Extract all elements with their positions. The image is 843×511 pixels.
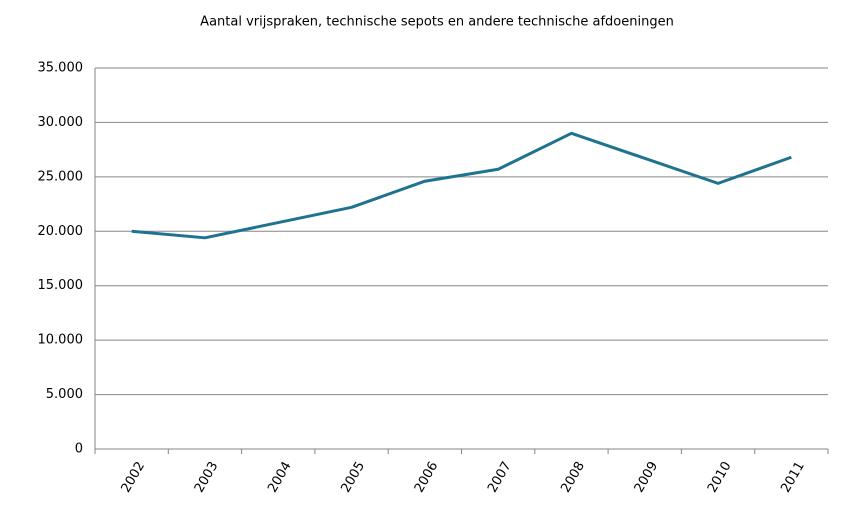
x-tick-label: 2008 [558, 459, 588, 495]
y-tick-label: 25.000 [38, 169, 84, 184]
y-tick-label: 30.000 [38, 115, 84, 130]
x-tick-label: 2007 [485, 459, 515, 495]
chart-title: Aantal vrijspraken, technische sepots en… [200, 15, 674, 30]
y-tick-label: 15.000 [38, 278, 84, 293]
x-tick-label: 2003 [192, 459, 222, 495]
y-tick-label: 5.000 [46, 387, 83, 402]
x-tick-label: 2002 [119, 459, 149, 495]
x-tick-label: 2009 [632, 459, 662, 495]
x-tick-label: 2005 [339, 459, 369, 495]
y-tick-label: 10.000 [38, 333, 84, 348]
x-tick-label: 2011 [778, 459, 808, 495]
line [131, 131, 792, 240]
y-tick-label: 35.000 [38, 61, 84, 76]
x-tick-label: 2004 [265, 459, 295, 495]
x-tick-label: 2006 [412, 459, 442, 495]
y-tick-label: 0 [75, 442, 83, 457]
x-tick-label: 2010 [705, 459, 735, 495]
y-tick-label: 20.000 [38, 224, 84, 239]
